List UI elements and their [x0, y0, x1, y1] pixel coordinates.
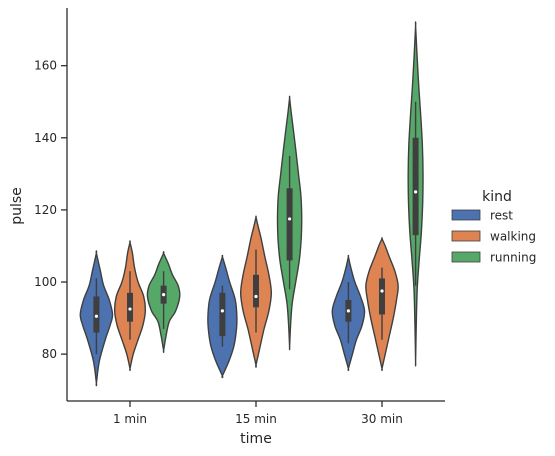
violin-median-dot — [254, 294, 258, 299]
violin-walking-30-min — [365, 237, 399, 372]
y-tick-label: 140 — [34, 131, 57, 145]
legend-swatch-walking — [451, 230, 481, 242]
violin-iqr-box — [127, 292, 133, 322]
legend-title: kind — [482, 189, 512, 205]
violin-running-1-min — [146, 251, 181, 354]
violin-walking-1-min — [113, 240, 147, 372]
axes-layer: 80 100 120 140 160 1 min 15 min 30 min time pu… — [9, 8, 445, 447]
x-ticks: 1 min 15 min 30 min — [113, 401, 403, 426]
violin-rest-1-min — [79, 250, 114, 387]
violin-median-dot — [94, 314, 98, 318]
violin-median-dot — [220, 309, 224, 313]
violin-median-dot — [346, 309, 350, 313]
violin-running-15-min — [276, 95, 303, 351]
violin-median-dot — [162, 293, 166, 297]
violin-iqr-box — [379, 278, 385, 315]
violin-iqr-box — [219, 292, 226, 337]
legend-swatch-running — [451, 251, 481, 263]
violin-rest-30-min — [331, 254, 366, 372]
legend-label-rest: rest — [490, 209, 513, 223]
legend-label-running: running — [490, 251, 536, 265]
violin-median-dot — [128, 307, 132, 311]
y-tick-label: 100 — [34, 275, 57, 289]
violin-running-30-min — [407, 21, 424, 367]
violin-layer — [79, 21, 424, 387]
legend-swatch-rest — [451, 209, 481, 221]
y-axis-label: pulse — [9, 187, 25, 225]
legend-label-walking: walking — [490, 230, 536, 244]
violin-iqr-box — [253, 274, 259, 308]
x-tick-label-1-min: 1 min — [113, 412, 147, 426]
x-tick-label-15-min: 15 min — [235, 412, 277, 426]
violin-median-dot — [288, 217, 292, 221]
violin-walking-15-min — [239, 215, 273, 368]
violin-iqr-box — [286, 188, 293, 261]
violin-median-dot — [414, 190, 418, 194]
y-tick-label: 160 — [34, 59, 57, 73]
violin-iqr-box — [93, 296, 100, 333]
y-tick-label: 80 — [42, 347, 57, 361]
violin-iqr-box — [412, 137, 419, 236]
y-ticks: 80 100 120 140 160 — [34, 59, 67, 361]
violin-rest-15-min — [207, 254, 238, 379]
y-tick-label: 120 — [34, 203, 57, 217]
x-tick-label-30-min: 30 min — [361, 412, 403, 426]
x-axis-label: time — [240, 431, 272, 447]
violin-median-dot — [380, 289, 384, 293]
legend: kind rest walking running — [451, 189, 536, 265]
